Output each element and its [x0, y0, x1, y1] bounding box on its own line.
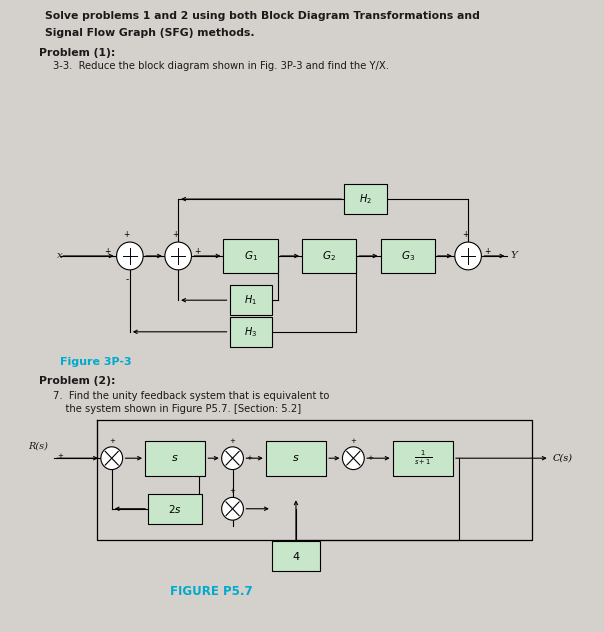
Text: C(s): C(s)	[553, 453, 573, 462]
Text: +: +	[230, 489, 236, 494]
FancyBboxPatch shape	[148, 494, 202, 524]
Text: R(s): R(s)	[28, 442, 48, 451]
Text: +: +	[104, 247, 111, 257]
Circle shape	[455, 242, 481, 270]
FancyBboxPatch shape	[230, 317, 272, 347]
Text: $H_2$: $H_2$	[359, 192, 372, 206]
Text: 3-3.  Reduce the block diagram shown in Fig. 3P-3 and find the Y/X.: 3-3. Reduce the block diagram shown in F…	[53, 61, 389, 71]
Text: +: +	[462, 230, 468, 239]
Circle shape	[342, 447, 364, 470]
FancyBboxPatch shape	[266, 441, 326, 475]
Circle shape	[165, 242, 191, 270]
FancyBboxPatch shape	[230, 285, 272, 315]
FancyBboxPatch shape	[393, 441, 453, 475]
Text: $s$: $s$	[292, 453, 300, 463]
Circle shape	[117, 242, 143, 270]
Text: -: -	[125, 275, 129, 284]
Text: +: +	[484, 247, 491, 257]
Circle shape	[222, 447, 243, 470]
Text: Y: Y	[510, 251, 517, 260]
FancyBboxPatch shape	[302, 238, 356, 273]
Text: FIGURE P5.7: FIGURE P5.7	[170, 585, 252, 598]
Text: x: x	[57, 251, 63, 260]
Text: $G_3$: $G_3$	[400, 249, 415, 263]
Text: +: +	[194, 247, 201, 257]
Text: $2s$: $2s$	[169, 503, 182, 514]
Text: +: +	[350, 438, 356, 444]
Text: $s$: $s$	[172, 453, 179, 463]
FancyBboxPatch shape	[344, 184, 387, 214]
Text: $H_1$: $H_1$	[244, 293, 257, 307]
Text: the system shown in Figure P5.7. [Section: 5.2]: the system shown in Figure P5.7. [Sectio…	[53, 404, 301, 415]
Text: Signal Flow Graph (SFG) methods.: Signal Flow Graph (SFG) methods.	[45, 28, 255, 38]
FancyBboxPatch shape	[145, 441, 205, 475]
Text: $H_3$: $H_3$	[244, 325, 257, 339]
Text: +: +	[109, 438, 115, 444]
FancyBboxPatch shape	[381, 238, 435, 273]
Text: $4$: $4$	[292, 550, 300, 562]
Text: 7.  Find the unity feedback system that is equivalent to: 7. Find the unity feedback system that i…	[53, 391, 330, 401]
Text: Problem (1):: Problem (1):	[39, 48, 115, 58]
Text: $\frac{1}{s+1}$: $\frac{1}{s+1}$	[414, 449, 432, 467]
Text: +: +	[57, 453, 63, 459]
Text: Solve problems 1 and 2 using both Block Diagram Transformations and: Solve problems 1 and 2 using both Block …	[45, 11, 480, 21]
Circle shape	[101, 447, 123, 470]
FancyBboxPatch shape	[272, 541, 320, 571]
Text: $G_2$: $G_2$	[323, 249, 336, 263]
Text: +: +	[246, 455, 252, 461]
Text: +: +	[367, 455, 373, 461]
Text: +: +	[124, 230, 130, 239]
Text: Figure 3P-3: Figure 3P-3	[60, 357, 132, 367]
FancyBboxPatch shape	[223, 238, 278, 273]
Circle shape	[222, 497, 243, 520]
Text: +: +	[230, 438, 236, 444]
Text: +: +	[172, 230, 178, 239]
Text: $G_1$: $G_1$	[243, 249, 258, 263]
Text: Problem (2):: Problem (2):	[39, 376, 116, 386]
